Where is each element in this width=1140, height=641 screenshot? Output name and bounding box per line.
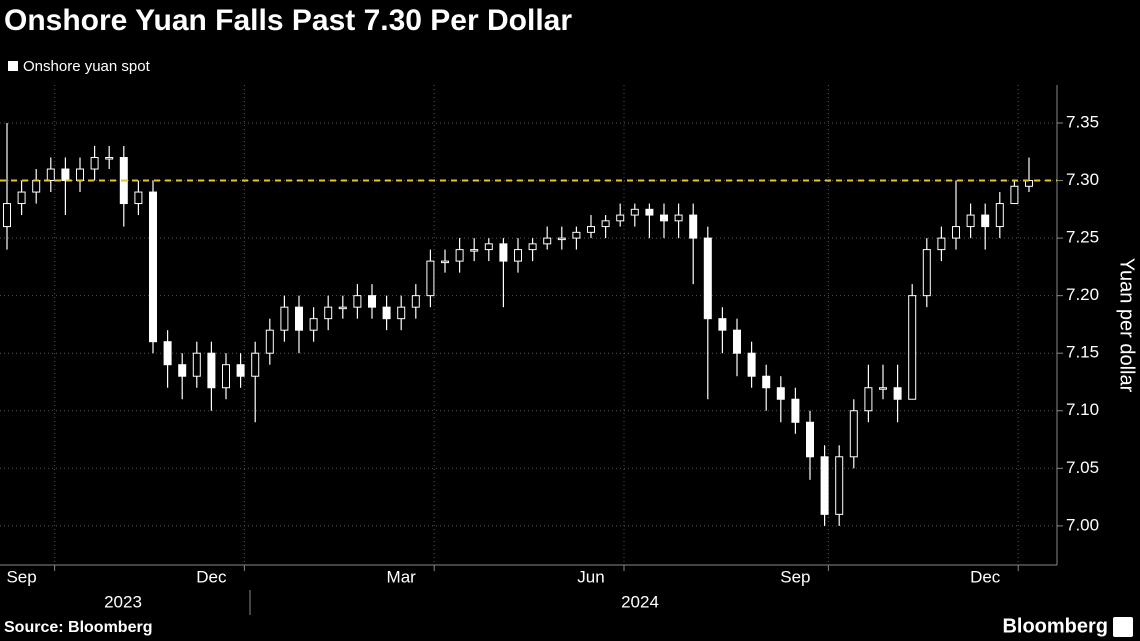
candle-body xyxy=(514,249,522,262)
y-tick-label: 7.15 xyxy=(1066,343,1099,362)
candle-body xyxy=(616,214,625,222)
candle-body xyxy=(762,375,771,389)
y-tick-label: 7.05 xyxy=(1066,458,1099,477)
candle-body xyxy=(922,249,931,297)
candle-body xyxy=(981,214,990,228)
candle-body xyxy=(192,352,201,377)
candle-body xyxy=(17,191,26,205)
candle-body xyxy=(543,237,552,245)
x-tick-label: Dec xyxy=(196,567,227,586)
candle-body xyxy=(76,168,84,182)
candle-body xyxy=(966,214,975,228)
candle-body xyxy=(3,203,11,228)
candle-body xyxy=(499,243,508,262)
candle-body xyxy=(222,364,230,389)
candle-body xyxy=(207,352,216,389)
candle-body xyxy=(776,387,785,400)
y-tick-label: 7.30 xyxy=(1066,170,1099,189)
candle-body xyxy=(660,214,668,222)
candle-body xyxy=(689,214,698,239)
y-tick-label: 7.10 xyxy=(1066,400,1099,419)
candle-body xyxy=(587,226,595,233)
candle-body xyxy=(338,306,347,310)
y-tick-label: 7.25 xyxy=(1066,228,1099,247)
candle-body xyxy=(324,306,333,320)
candle-body xyxy=(703,237,712,320)
candle-body xyxy=(572,231,581,239)
candle-body xyxy=(280,306,289,331)
candle-body xyxy=(718,318,727,331)
candle-body xyxy=(46,168,55,182)
y-tick-label: 7.00 xyxy=(1066,515,1099,534)
year-label: 2023 xyxy=(104,592,142,611)
chart-title: Onshore Yuan Falls Past 7.30 Per Dollar xyxy=(4,4,572,37)
candle-body xyxy=(893,387,902,400)
candle-body xyxy=(309,318,318,331)
candle-body xyxy=(674,214,683,222)
candle-body xyxy=(368,295,376,308)
candle-body xyxy=(236,364,245,377)
candle-body xyxy=(879,387,887,390)
candle-body xyxy=(397,306,406,320)
candle-body xyxy=(163,341,172,366)
candle-body xyxy=(382,306,391,320)
brand-logo xyxy=(1113,617,1133,637)
y-axis-label: Yuan per dollar xyxy=(1116,258,1138,393)
candle-body xyxy=(630,208,639,216)
x-tick-label: Dec xyxy=(970,567,1001,586)
candle-body xyxy=(265,329,274,354)
candle-body xyxy=(937,237,946,251)
candle-body xyxy=(32,180,41,193)
candle-body xyxy=(557,237,566,241)
candle-body xyxy=(134,191,143,205)
candle-body xyxy=(426,260,435,297)
candle-body xyxy=(90,157,99,170)
x-tick-label: Jun xyxy=(577,567,604,586)
x-tick-label: Sep xyxy=(6,567,36,586)
year-label: 2024 xyxy=(621,592,659,611)
candle-body xyxy=(178,364,187,377)
candle-body xyxy=(849,410,858,458)
x-tick-label: Sep xyxy=(780,567,810,586)
candle-body xyxy=(441,260,449,264)
source: Source: Bloomberg xyxy=(4,619,152,636)
brand: Bloomberg xyxy=(1002,615,1108,637)
x-tick-label: Mar xyxy=(387,567,417,586)
candle-body xyxy=(484,243,493,251)
candle-body xyxy=(251,352,260,377)
legend-label: Onshore yuan spot xyxy=(23,58,151,75)
candle-body xyxy=(601,220,610,228)
candle-body xyxy=(105,157,114,160)
candle-body xyxy=(908,295,917,400)
legend-swatch xyxy=(8,61,18,71)
candle-body xyxy=(470,249,479,252)
candle-body xyxy=(528,243,537,251)
candle-body xyxy=(952,226,960,239)
candle-body xyxy=(820,456,829,515)
candle-body xyxy=(411,295,420,308)
candle-body xyxy=(295,306,303,331)
candle-body xyxy=(149,191,157,343)
y-tick-label: 7.20 xyxy=(1066,285,1099,304)
candle-body xyxy=(645,208,654,216)
candle-body xyxy=(455,249,464,262)
candle-body xyxy=(864,387,873,412)
candle-body xyxy=(353,295,362,308)
candle-body xyxy=(747,352,756,377)
candle-body xyxy=(835,456,844,515)
candle-body xyxy=(995,203,1004,228)
candle-body xyxy=(791,398,800,423)
candle-body xyxy=(1010,185,1019,205)
candle-body xyxy=(733,329,741,354)
candle-body xyxy=(806,421,814,458)
candle-body xyxy=(61,168,70,182)
y-tick-label: 7.35 xyxy=(1066,112,1099,131)
